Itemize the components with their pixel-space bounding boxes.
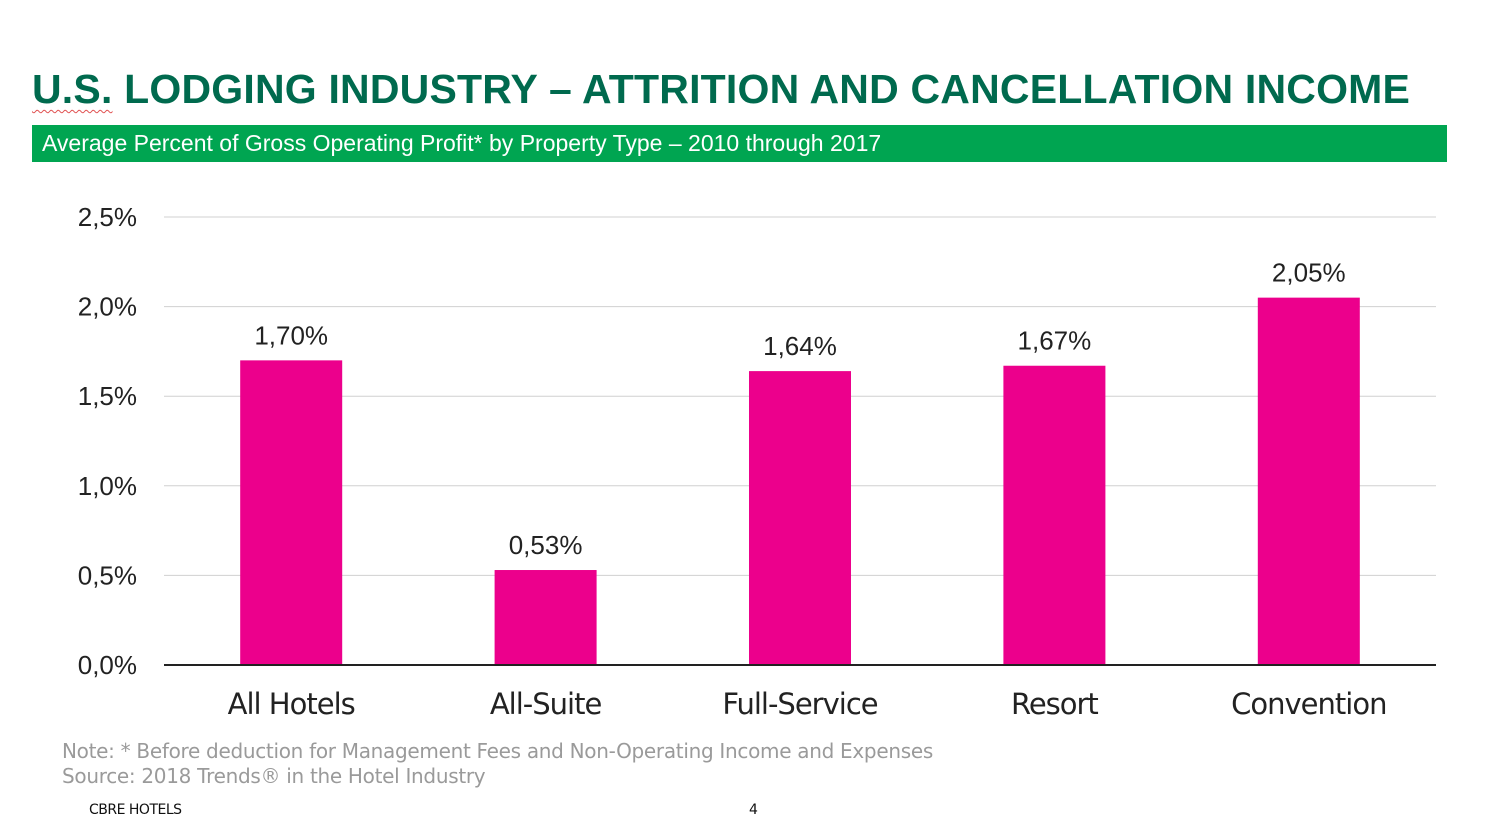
y-tick-label: 1,0% <box>78 471 137 501</box>
x-tick-label: All Hotels <box>228 687 355 721</box>
chart-note: Note: * Before deduction for Management … <box>62 739 933 763</box>
chart-source: Source: 2018 Trends® in the Hotel Indust… <box>62 764 486 788</box>
page-number: 4 <box>749 802 758 818</box>
title-rest: LODGING INDUSTRY – ATTRITION AND CANCELL… <box>112 66 1411 112</box>
y-tick-label: 2,5% <box>78 202 137 232</box>
y-tick-label: 1,5% <box>78 381 137 411</box>
data-label: 1,64% <box>763 331 837 361</box>
x-tick-label: Full-Service <box>722 687 877 721</box>
bar <box>494 570 597 665</box>
bar <box>1003 365 1106 665</box>
bar <box>240 360 343 665</box>
x-tick-label: Convention <box>1231 687 1386 721</box>
data-label: 0,53% <box>509 530 583 560</box>
footer-brand: CBRE HOTELS <box>89 802 182 818</box>
data-label: 2,05% <box>1272 258 1346 288</box>
page-title: U.S. LODGING INDUSTRY – ATTRITION AND CA… <box>32 66 1410 113</box>
subtitle-band: Average Percent of Gross Operating Profi… <box>32 125 1447 162</box>
data-label: 1,67% <box>1018 326 1092 356</box>
x-tick-label: All-Suite <box>490 687 602 721</box>
y-tick-label: 0,0% <box>78 650 137 680</box>
data-label: 1,70% <box>254 320 328 350</box>
y-tick-label: 2,0% <box>78 292 137 322</box>
x-tick-label: Resort <box>1011 687 1098 721</box>
y-tick-label: 0,5% <box>78 560 137 590</box>
bar <box>749 371 851 665</box>
title-prefix: U.S. <box>32 66 113 112</box>
bar <box>1257 297 1360 665</box>
